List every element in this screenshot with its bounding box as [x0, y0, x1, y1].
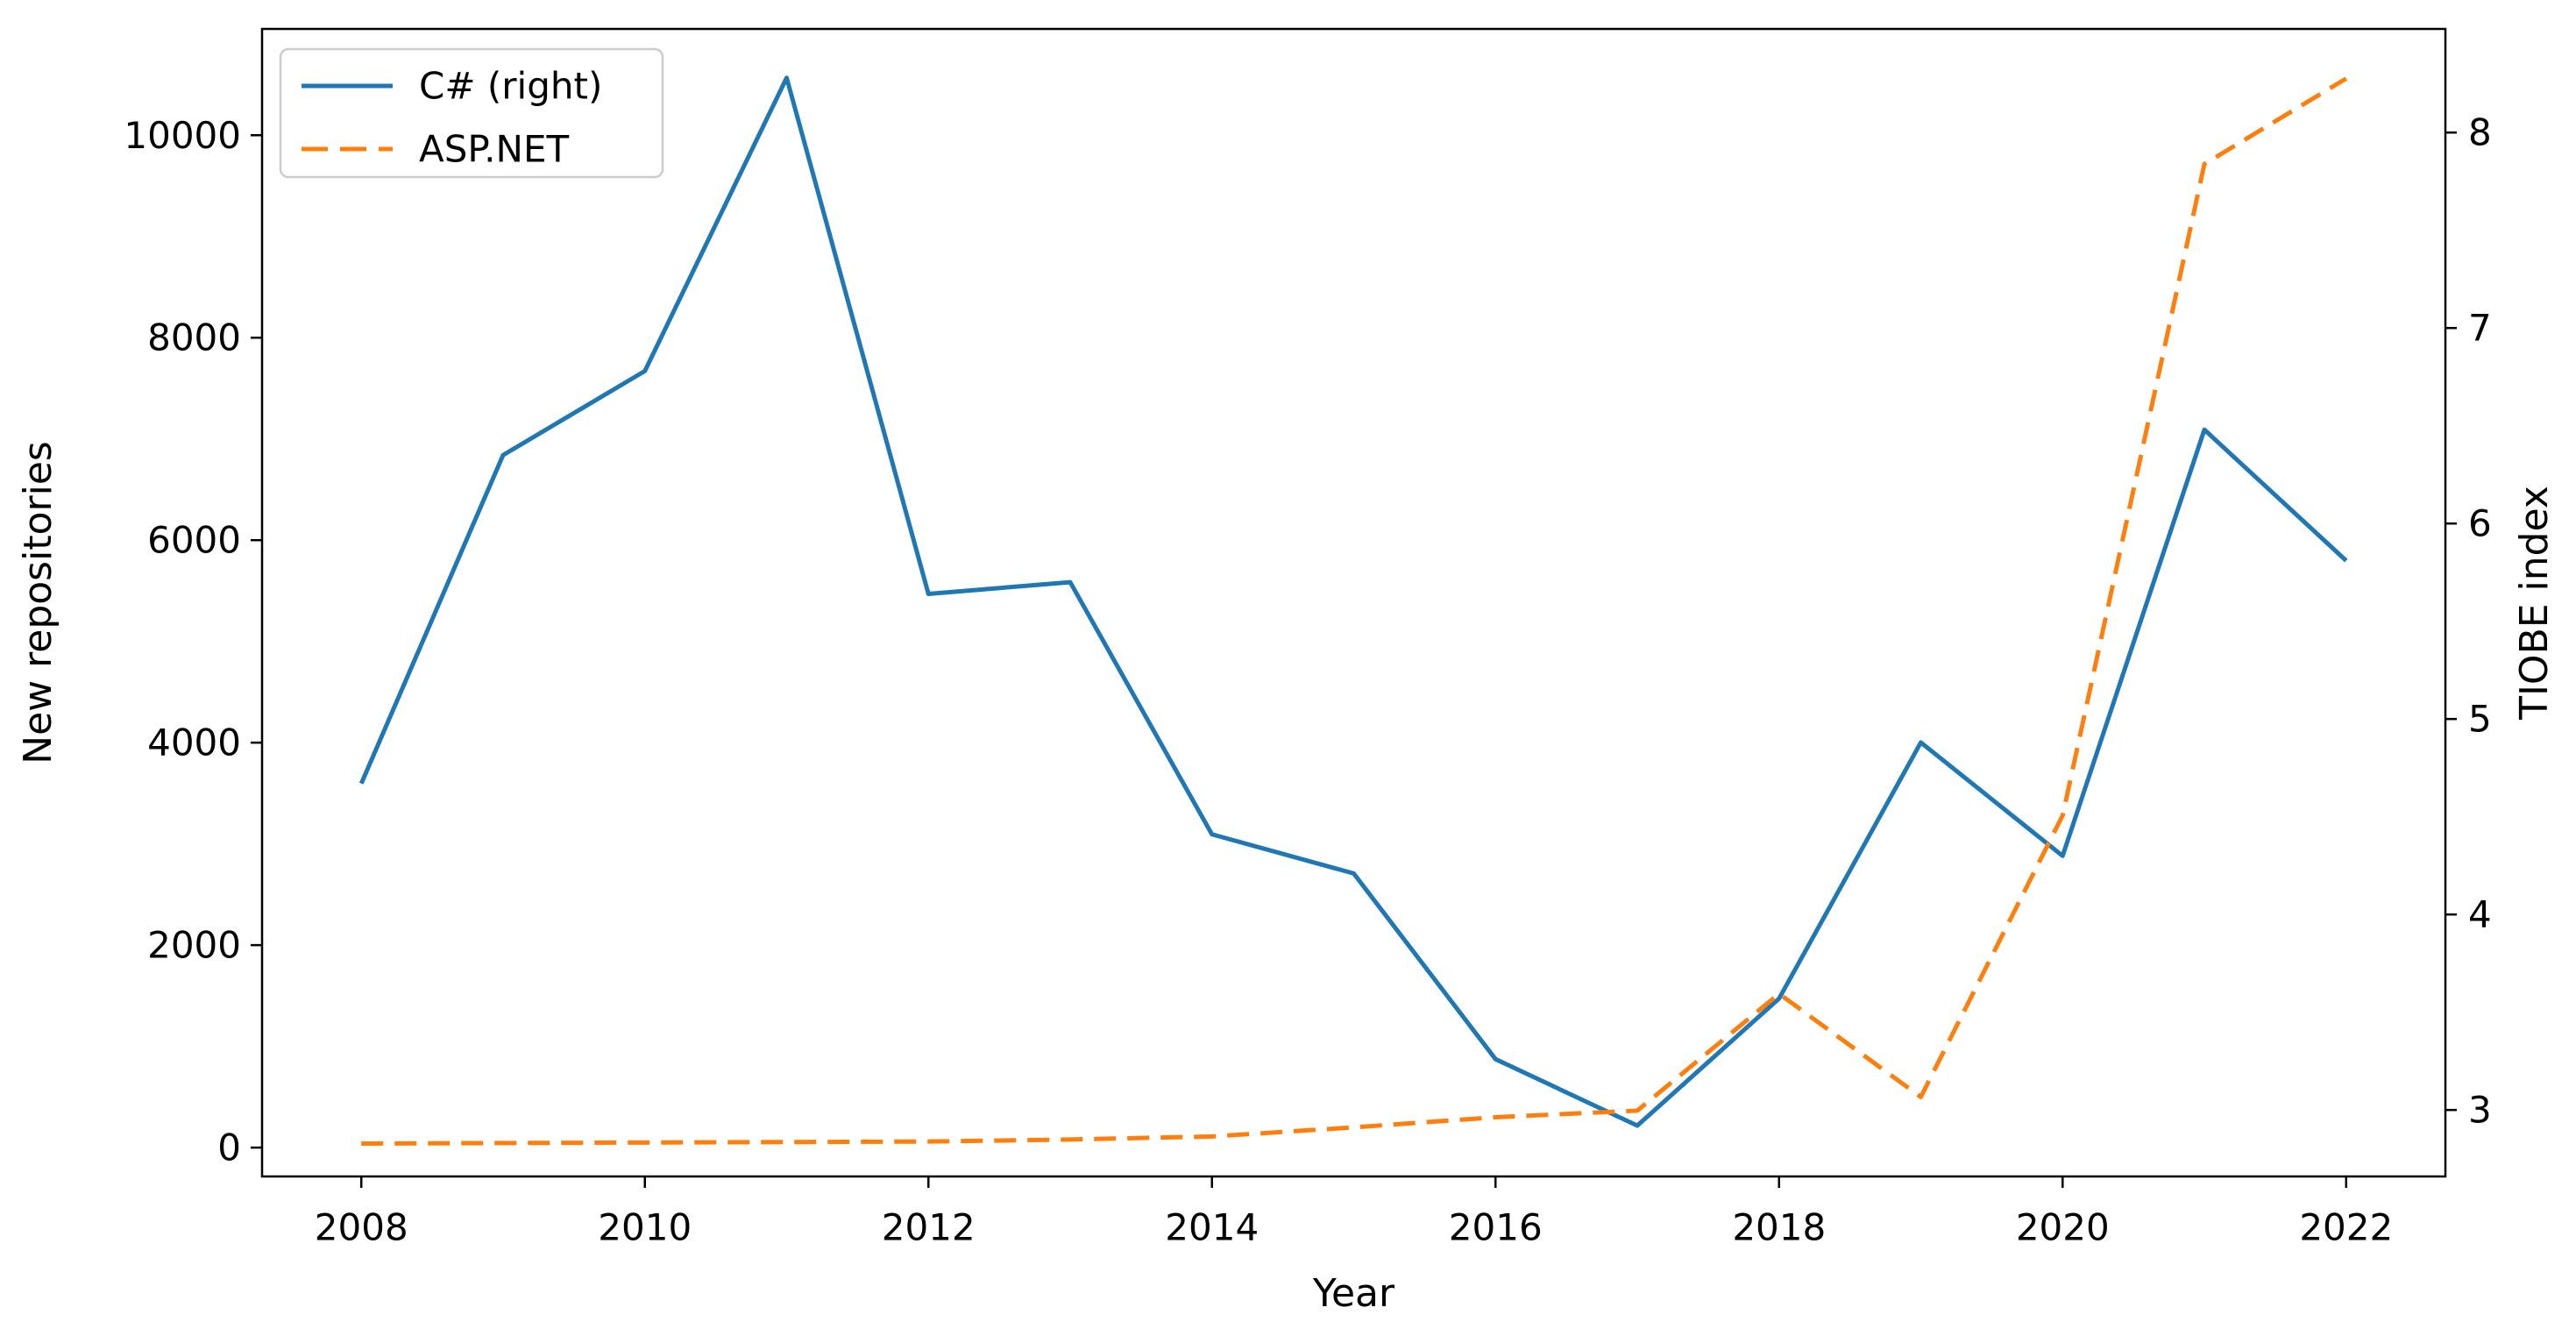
series-line-csharp	[358, 75, 2348, 1128]
right-tick-label: 8	[2468, 111, 2492, 154]
right-tick-label: 6	[2468, 502, 2492, 545]
legend-box	[279, 47, 664, 179]
right-y-axis-label: TIOBE index	[2512, 486, 2557, 721]
legend-label-csharp: C# (right)	[419, 65, 602, 108]
left-y-axis-label: New repositories	[16, 441, 60, 764]
x-tick-label: 2018	[1732, 1206, 1826, 1249]
right-tick-label: 3	[2468, 1089, 2492, 1132]
x-tick-label: 2016	[1449, 1206, 1543, 1249]
plot-frame	[260, 27, 2447, 1178]
x-tick-label: 2008	[315, 1206, 408, 1249]
left-tick-label: 4000	[147, 721, 241, 764]
x-axis-label: Year	[1312, 1271, 1395, 1316]
legend: C# (right) ASP.NET	[279, 47, 664, 179]
right-tick-label: 7	[2468, 307, 2492, 350]
series-lines	[358, 75, 2348, 1146]
series-line-aspnet	[361, 76, 2348, 1146]
right-tick-label: 4	[2468, 893, 2492, 936]
left-tick-label: 8000	[147, 316, 241, 359]
x-tick-label: 2022	[2299, 1206, 2393, 1249]
legend-label-aspnet: ASP.NET	[419, 128, 569, 171]
left-tick-label: 0	[217, 1126, 241, 1169]
right-tick-label: 5	[2468, 698, 2492, 741]
left-tick-label: 6000	[147, 519, 241, 562]
x-tick-label: 2012	[882, 1206, 976, 1249]
x-tick-label: 2014	[1165, 1206, 1259, 1249]
x-tick-label: 2020	[2016, 1206, 2110, 1249]
left-axis-ticks: 0 2000 4000 6000 8000 10000	[124, 114, 262, 1169]
left-tick-label: 2000	[147, 924, 241, 967]
x-axis-ticks: 2008 2010 2012 2014 2016 2018 2020 2022	[315, 1176, 2393, 1249]
x-tick-label: 2010	[598, 1206, 692, 1249]
right-axis-ticks: 3 4 5 6 7 8	[2445, 111, 2492, 1132]
left-tick-label: 10000	[124, 114, 241, 157]
